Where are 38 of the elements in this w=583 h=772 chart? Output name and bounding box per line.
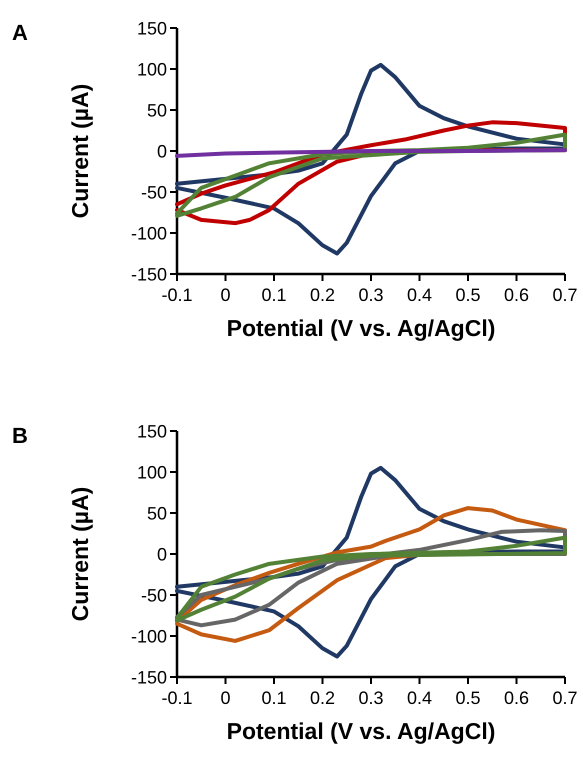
- x-axis-title: Potential (V vs. Ag/AgCl): [226, 315, 496, 341]
- y-tick-label: -150: [130, 264, 167, 284]
- y-tick-label: 50: [146, 503, 167, 524]
- y-axis-title: Current (µA): [67, 486, 93, 622]
- x-tick-label: 0.7: [552, 285, 578, 305]
- x-tick-label: 0: [220, 688, 231, 708]
- chart-title: B: [12, 423, 28, 448]
- x-tick-label: 0.4: [406, 285, 432, 305]
- y-tick-label: -150: [130, 667, 167, 688]
- y-axis-title: Current (µA): [67, 84, 93, 218]
- x-tick-label: -0.1: [161, 285, 193, 305]
- y-tick-label: -100: [130, 626, 167, 646]
- x-tick-label: 0: [220, 285, 231, 305]
- x-tick-label: 0.1: [261, 285, 287, 305]
- y-tick-label: 150: [136, 421, 167, 442]
- x-axis-title: Potential (V vs. Ag/AgCl): [226, 718, 496, 744]
- y-tick-label: -50: [140, 182, 167, 202]
- y-tick-label: 150: [136, 18, 167, 38]
- x-tick-label: 0.6: [504, 285, 530, 305]
- x-tick-label: 0.5: [455, 285, 481, 305]
- y-tick-label: 0: [156, 544, 167, 564]
- chart-title: A: [12, 20, 28, 45]
- x-tick-label: 0.2: [310, 688, 336, 708]
- y-tick-label: 100: [136, 462, 167, 482]
- y-tick-label: 100: [136, 59, 167, 80]
- x-tick-label: 0.3: [358, 285, 384, 305]
- y-tick-label: 0: [156, 141, 167, 162]
- x-tick-label: 0.6: [504, 688, 530, 708]
- x-tick-label: -0.1: [161, 688, 193, 708]
- y-tick-label: -100: [130, 223, 167, 244]
- x-tick-label: 0.7: [552, 688, 578, 708]
- x-tick-label: 0.2: [310, 285, 336, 305]
- y-tick-label: 50: [146, 100, 167, 120]
- x-tick-label: 0.5: [455, 688, 481, 708]
- x-tick-label: 0.4: [406, 688, 432, 708]
- y-tick-label: -50: [140, 585, 167, 606]
- x-tick-label: 0.1: [261, 688, 287, 708]
- x-tick-label: 0.3: [358, 688, 384, 708]
